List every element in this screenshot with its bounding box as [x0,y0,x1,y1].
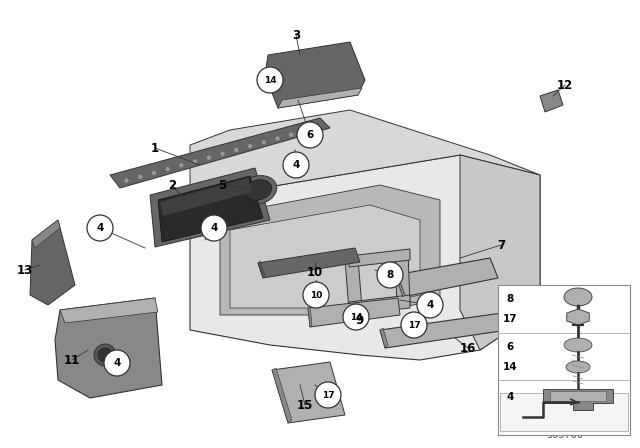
Polygon shape [272,362,345,423]
Polygon shape [230,205,420,308]
Polygon shape [278,88,362,108]
Circle shape [179,163,184,168]
Text: 17: 17 [502,314,517,324]
Circle shape [165,167,170,172]
Ellipse shape [94,344,116,366]
Circle shape [248,144,253,149]
Circle shape [220,151,225,156]
Circle shape [401,312,427,338]
Polygon shape [32,220,60,248]
Text: 4: 4 [113,358,121,368]
Circle shape [283,152,309,178]
Text: 8: 8 [387,270,394,280]
Polygon shape [308,306,312,327]
Polygon shape [258,248,360,278]
Circle shape [193,159,198,164]
Circle shape [261,140,266,145]
Polygon shape [380,308,542,348]
Text: 14: 14 [349,313,362,322]
Polygon shape [272,368,292,423]
Polygon shape [395,258,498,297]
Text: 4: 4 [96,223,104,233]
Text: 14: 14 [264,76,276,85]
Polygon shape [395,273,405,297]
Text: 4: 4 [426,300,434,310]
Text: 1: 1 [151,142,159,155]
Circle shape [206,155,211,160]
Polygon shape [308,298,400,327]
Circle shape [297,122,323,148]
Polygon shape [30,220,75,305]
Circle shape [377,262,403,288]
Polygon shape [158,176,263,242]
Circle shape [343,304,369,330]
Polygon shape [349,249,410,267]
Text: 11: 11 [64,353,80,366]
Text: 2: 2 [168,178,176,191]
Circle shape [138,174,143,179]
Text: 15: 15 [297,399,313,412]
Polygon shape [258,261,265,278]
Ellipse shape [564,338,592,352]
Circle shape [417,292,443,318]
Circle shape [315,382,341,408]
Polygon shape [550,391,606,401]
Circle shape [275,136,280,141]
Ellipse shape [239,176,276,204]
Polygon shape [190,155,540,360]
Ellipse shape [564,288,592,306]
Ellipse shape [244,180,272,200]
Polygon shape [540,90,563,112]
Text: 4: 4 [211,223,218,233]
Circle shape [257,67,283,93]
Circle shape [104,350,130,376]
Polygon shape [567,309,589,325]
Text: 6: 6 [506,342,514,352]
Polygon shape [110,118,330,188]
FancyBboxPatch shape [498,285,630,435]
Circle shape [201,215,227,241]
Text: 14: 14 [502,362,517,372]
FancyBboxPatch shape [500,393,628,431]
Text: 5: 5 [218,178,226,191]
Polygon shape [395,251,410,307]
Polygon shape [380,328,388,348]
Circle shape [124,178,129,183]
Text: 17: 17 [408,320,420,329]
Polygon shape [60,298,158,323]
Polygon shape [543,389,613,410]
Circle shape [303,128,307,134]
Text: 8: 8 [506,294,514,304]
Polygon shape [190,110,540,200]
Text: 12: 12 [557,78,573,91]
Text: 4: 4 [506,392,514,402]
Polygon shape [460,155,540,350]
Ellipse shape [566,361,590,373]
Text: 17: 17 [322,391,334,400]
Text: 7: 7 [497,238,505,251]
Circle shape [87,215,113,241]
Text: 10: 10 [310,290,322,300]
Polygon shape [55,298,162,398]
Text: 6: 6 [307,130,314,140]
Text: 3: 3 [292,29,300,42]
Text: 4: 4 [292,160,300,170]
Circle shape [234,147,239,152]
Polygon shape [349,295,410,315]
Circle shape [289,132,294,137]
Polygon shape [150,168,270,247]
Text: 10: 10 [307,266,323,279]
Circle shape [303,282,329,308]
Text: 13: 13 [17,263,33,276]
Text: 365700: 365700 [547,430,584,440]
Text: 16: 16 [460,341,476,354]
Ellipse shape [98,348,112,362]
Polygon shape [265,42,365,108]
Text: 9: 9 [356,314,364,327]
Polygon shape [345,258,362,310]
Polygon shape [160,178,252,216]
Polygon shape [220,185,440,315]
Circle shape [152,170,156,176]
